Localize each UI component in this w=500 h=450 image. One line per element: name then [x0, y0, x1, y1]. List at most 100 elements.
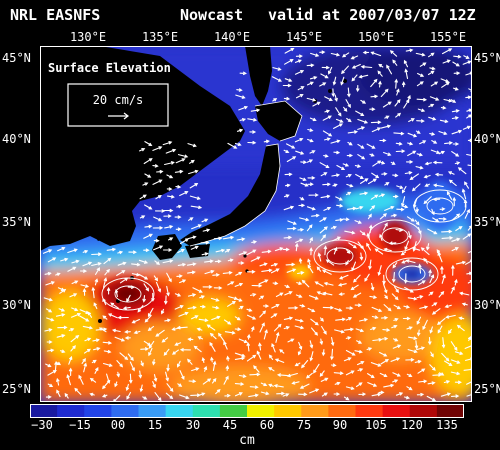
current-vector [415, 52, 426, 57]
current-vector [305, 372, 313, 379]
current-vector [238, 338, 248, 344]
current-vector [164, 318, 172, 323]
current-vector [57, 325, 68, 330]
current-vector [330, 363, 337, 367]
current-vector [274, 358, 285, 363]
current-vector [144, 173, 152, 178]
colorbar-tick: 120 [401, 418, 423, 432]
eddy-contour [368, 219, 422, 253]
current-vector [316, 291, 325, 296]
current-vector [91, 262, 102, 267]
current-vector [330, 225, 337, 230]
current-vector [355, 173, 364, 179]
current-vector [80, 284, 90, 288]
current-vector [164, 161, 175, 166]
current-vector [119, 352, 129, 361]
current-vector [323, 245, 328, 256]
current-vector [427, 381, 436, 385]
current-vector [384, 205, 395, 211]
current-vector [93, 347, 101, 351]
current-vector [162, 248, 173, 252]
current-vector [347, 87, 351, 98]
colorbar-swatch [301, 404, 329, 418]
lat-label-right: 25°N [474, 382, 500, 396]
current-vector [466, 153, 472, 158]
current-vector [372, 160, 382, 167]
current-vector [416, 346, 426, 351]
current-vector [428, 116, 437, 121]
current-vector [153, 275, 159, 282]
current-vector [199, 392, 206, 396]
current-vector [382, 101, 392, 108]
current-vector [334, 329, 345, 334]
current-vector [345, 370, 355, 376]
current-vector [223, 340, 228, 350]
colorbar-swatch [274, 404, 302, 418]
current-vector [301, 279, 310, 288]
current-vector [176, 204, 183, 209]
current-vector [175, 158, 186, 164]
current-vector [335, 196, 343, 201]
current-vector [379, 351, 388, 357]
current-vector [284, 183, 291, 188]
current-vector [261, 249, 272, 254]
current-vector [462, 60, 472, 65]
current-vector [202, 285, 213, 289]
current-vector [174, 215, 182, 219]
eddy-contour [313, 239, 367, 273]
current-vector [298, 341, 303, 351]
current-vector [347, 130, 359, 134]
colorbar-tick: 75 [296, 418, 312, 432]
current-vector [155, 194, 162, 200]
current-vector [102, 341, 113, 345]
colorbar-tick: 30 [185, 418, 201, 432]
current-vector [174, 305, 184, 310]
current-vector [391, 324, 398, 329]
current-vector [390, 161, 396, 165]
current-vector [211, 377, 217, 384]
current-vector [93, 302, 98, 310]
current-vector [137, 305, 144, 313]
current-vector [192, 287, 203, 293]
current-vector [284, 59, 294, 65]
current-vector [249, 385, 259, 389]
current-vector [392, 194, 399, 199]
current-vector [142, 396, 148, 400]
current-vector [91, 286, 96, 299]
current-vector [406, 373, 413, 378]
current-vector [227, 281, 235, 286]
source-title: NRL EASNFS [10, 6, 101, 24]
current-vector [246, 314, 257, 320]
current-vector [380, 316, 389, 320]
current-vector [283, 316, 294, 320]
current-vector [91, 252, 102, 256]
current-vector [163, 208, 174, 213]
current-vector [427, 228, 438, 235]
current-vector [87, 311, 93, 318]
current-vector [321, 269, 332, 275]
current-vector [367, 373, 375, 379]
current-vector [381, 336, 389, 341]
current-vector [407, 150, 417, 157]
current-vector [382, 328, 391, 332]
current-vector [464, 343, 472, 349]
current-vector [259, 322, 265, 333]
current-vector [275, 331, 280, 343]
current-vector [142, 182, 149, 186]
current-vector [139, 194, 147, 200]
current-vector [422, 319, 428, 331]
current-vector [94, 278, 99, 286]
current-vector [330, 337, 335, 347]
current-vector [247, 118, 258, 122]
current-vector [187, 305, 197, 310]
current-vector [450, 341, 458, 351]
current-vector [298, 257, 303, 264]
current-vector [295, 93, 304, 99]
current-vector [79, 269, 88, 273]
current-vector [447, 171, 455, 175]
current-vector [441, 352, 450, 362]
current-vector [335, 118, 344, 123]
current-vector [342, 163, 350, 167]
current-vector [106, 247, 117, 252]
current-vector [330, 139, 341, 144]
